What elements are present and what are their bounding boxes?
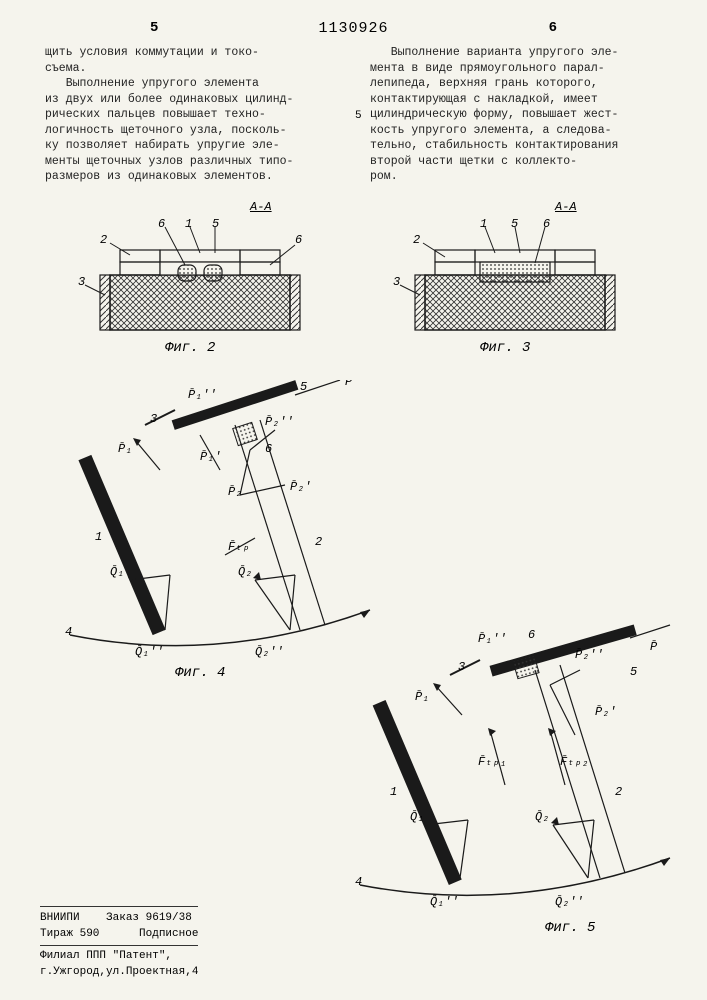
svg-text:6: 6 bbox=[158, 217, 165, 231]
fig5-caption: Фиг. 5 bbox=[545, 920, 595, 936]
svg-text:6: 6 bbox=[543, 217, 550, 231]
svg-text:P̄₁: P̄₁ bbox=[415, 689, 429, 704]
footer-branch: Филиал ППП "Патент",г.Ужгород,ул.Проектн… bbox=[40, 946, 198, 980]
section-label-fig2: А-А bbox=[250, 200, 272, 214]
svg-text:F̄ₜₚ₂: F̄ₜₚ₂ bbox=[560, 754, 589, 769]
svg-text:1: 1 bbox=[390, 785, 397, 799]
section-label-fig3: А-А bbox=[555, 200, 577, 214]
svg-text:P̄₂': P̄₂' bbox=[290, 479, 312, 494]
footer: ВНИИПИ Заказ 9619/38 Тираж 590 Подписное… bbox=[40, 906, 198, 980]
svg-text:F̄ₜₚ₁: F̄ₜₚ₁ bbox=[478, 754, 507, 769]
figure-4: P̄₁'' 5 P̄ P̄₁ 3 P̄₂'' P̄₁' 6 P̄₂ P̄₂' 1… bbox=[60, 380, 380, 670]
fig2-caption: Фиг. 2 bbox=[165, 340, 215, 356]
svg-text:Q̄₁'': Q̄₁'' bbox=[430, 894, 459, 909]
svg-text:Q̄₂: Q̄₂ bbox=[535, 809, 549, 824]
svg-text:1: 1 bbox=[480, 217, 487, 231]
svg-text:P̄₂'': P̄₂'' bbox=[575, 647, 604, 662]
svg-text:P̄₂': P̄₂' bbox=[595, 704, 617, 719]
svg-text:3: 3 bbox=[78, 275, 85, 289]
figure-2: 6 1 5 2 6 3 bbox=[70, 215, 330, 335]
figure-3: 1 5 6 2 3 bbox=[385, 215, 645, 335]
svg-text:Q̄₂: Q̄₂ bbox=[238, 564, 252, 579]
footer-org: ВНИИПИ bbox=[40, 912, 80, 924]
svg-text:5: 5 bbox=[630, 665, 637, 679]
svg-text:6: 6 bbox=[265, 442, 272, 456]
svg-text:P̄₁'': P̄₁'' bbox=[478, 631, 507, 646]
svg-text:4: 4 bbox=[65, 625, 72, 639]
svg-text:P̄₁'': P̄₁'' bbox=[188, 387, 217, 402]
svg-text:1: 1 bbox=[95, 530, 102, 544]
svg-text:F̄ₜₚ: F̄ₜₚ bbox=[228, 539, 250, 554]
fig3-caption: Фиг. 3 bbox=[480, 340, 530, 356]
svg-text:P̄: P̄ bbox=[345, 380, 353, 389]
svg-text:6: 6 bbox=[295, 233, 302, 247]
left-column-text: щить условия коммутации и токо-съема. Вы… bbox=[45, 45, 325, 185]
figure-5: P̄₁'' 6 P̄₂'' P̄ 5 P̄₁ 3 P̄₂' F̄ₜₚ₁ F̄ₜₚ… bbox=[350, 620, 680, 920]
svg-text:P̄₁': P̄₁' bbox=[200, 449, 222, 464]
svg-text:Q̄₁'': Q̄₁'' bbox=[135, 644, 164, 659]
svg-text:1: 1 bbox=[185, 217, 192, 231]
col-num-right: 6 bbox=[549, 20, 557, 36]
svg-text:2: 2 bbox=[615, 785, 622, 799]
fig4-caption: Фиг. 4 bbox=[175, 665, 225, 681]
svg-text:Q̄₂'': Q̄₂'' bbox=[555, 894, 584, 909]
svg-text:Q̄₂'': Q̄₂'' bbox=[255, 644, 284, 659]
svg-text:6: 6 bbox=[528, 628, 535, 642]
svg-text:Q̄₁: Q̄₁ bbox=[110, 564, 124, 579]
svg-text:3: 3 bbox=[150, 412, 157, 426]
svg-text:3: 3 bbox=[393, 275, 400, 289]
footer-sub: Подписное bbox=[139, 928, 198, 940]
svg-text:3: 3 bbox=[458, 660, 465, 674]
svg-text:5: 5 bbox=[511, 217, 518, 231]
svg-text:P̄₂'': P̄₂'' bbox=[265, 414, 294, 429]
svg-text:Q̄₁: Q̄₁ bbox=[410, 809, 424, 824]
margin-line-number: 5 bbox=[355, 110, 362, 122]
patent-number: 1130926 bbox=[318, 20, 388, 37]
svg-text:4: 4 bbox=[355, 875, 362, 889]
footer-print: Тираж 590 bbox=[40, 928, 99, 940]
svg-text:2: 2 bbox=[100, 233, 107, 247]
svg-text:P̄: P̄ bbox=[650, 639, 658, 654]
svg-text:2: 2 bbox=[315, 535, 322, 549]
svg-text:P̄₁: P̄₁ bbox=[118, 441, 132, 456]
footer-order: Заказ 9619/38 bbox=[106, 912, 192, 924]
col-num-left: 5 bbox=[150, 20, 158, 36]
svg-text:P̄₂: P̄₂ bbox=[228, 484, 242, 499]
svg-text:5: 5 bbox=[300, 380, 307, 394]
svg-text:5: 5 bbox=[212, 217, 219, 231]
svg-text:2: 2 bbox=[413, 233, 420, 247]
right-column-text: Выполнение варианта упругого эле-мента в… bbox=[370, 45, 660, 185]
